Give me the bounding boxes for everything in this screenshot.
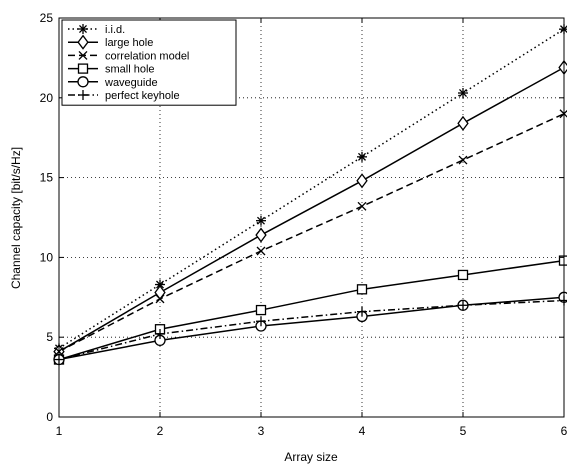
data-point-1-2 [255,227,267,243]
y-tick-labels: 0 5 10 15 20 25 [40,11,564,424]
legend-label: i.i.d. [105,24,125,36]
legend-label: perfect keyhole [105,90,180,102]
y-axis-label: Channel capacity [bit/s/Hz] [9,147,23,289]
plot-frame [58,17,565,418]
data-point-5-2 [256,316,266,327]
data-point-0-3 [357,151,367,162]
data-point-5-1 [155,329,165,340]
data-point-3-2 [255,304,267,316]
x-tick-label: 6 [561,424,567,438]
series-lines [58,28,565,361]
series-line-5 [58,299,565,361]
x-axis-label: Array size [284,450,338,464]
x-tick-label: 4 [359,424,366,438]
legend-swatch-marker [77,34,89,50]
x-tick-labels: 1 2 3 4 5 6 [56,18,567,438]
x-tick-label: 2 [157,424,164,438]
data-point-2-2 [256,246,266,256]
series-line-0 [58,28,565,350]
y-tick-label: 15 [40,171,54,185]
y-tick-label: 25 [40,11,54,25]
data-point-2-3 [357,201,367,211]
x-tick-label: 3 [258,424,265,438]
legend-swatch-marker [77,63,89,74]
y-tick-label: 0 [46,410,53,424]
x-tick-label: 1 [56,424,63,438]
y-tick-label: 20 [40,91,54,105]
y-tick-label: 10 [40,250,54,264]
legend-box [61,19,237,106]
data-point-3-3 [356,284,368,295]
legend-label: waveguide [104,77,158,89]
x-tick-label: 5 [460,424,467,438]
series-line-2 [58,113,565,353]
data-point-1-4 [457,115,469,131]
data-point-5-3 [357,306,367,317]
data-point-1-3 [356,173,368,189]
data-point-0-1 [155,279,165,290]
data-point-3-4 [457,269,469,281]
legend-label: large hole [105,37,153,49]
legend-swatch-marker [77,76,89,88]
data-point-5-4 [458,300,468,311]
data-point-2-4 [458,155,468,165]
data-point-0-5 [559,24,567,35]
data-point-0-2 [256,215,266,226]
data-point-0-4 [458,88,468,99]
data-point-2-1 [155,294,165,304]
data-point-1-5 [558,59,567,76]
legend-swatch-marker [78,24,88,34]
series-line-1 [58,66,565,353]
legend-swatch-marker [78,50,88,60]
legend-label: small hole [105,64,155,76]
legend-label: correlation model [105,50,189,62]
series-line-3 [58,259,565,361]
y-tick-label: 5 [46,330,53,344]
legend-swatch-marker [78,90,88,100]
